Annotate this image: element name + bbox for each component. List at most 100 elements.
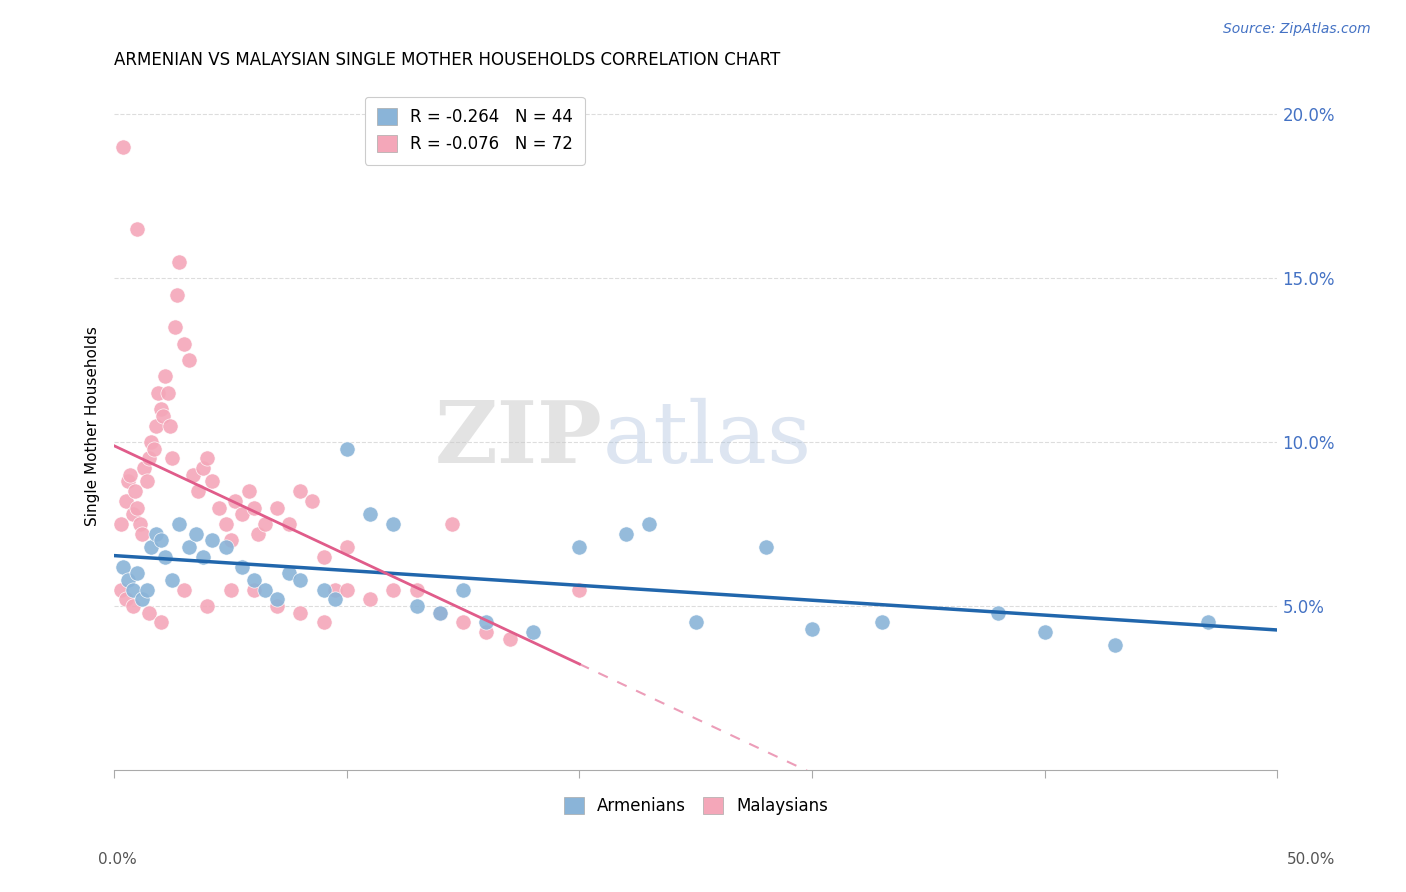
Point xyxy=(191,549,214,564)
Point xyxy=(148,385,170,400)
Point xyxy=(870,615,893,630)
Point xyxy=(131,527,153,541)
Point xyxy=(290,606,312,620)
Point xyxy=(128,517,150,532)
Text: ARMENIAN VS MALAYSIAN SINGLE MOTHER HOUSEHOLDS CORRELATION CHART: ARMENIAN VS MALAYSIAN SINGLE MOTHER HOUS… xyxy=(114,51,780,69)
Point xyxy=(138,606,160,620)
Point xyxy=(312,615,335,630)
Point xyxy=(242,573,264,587)
Y-axis label: Single Mother Households: Single Mother Households xyxy=(86,326,100,525)
Point xyxy=(195,451,218,466)
Point xyxy=(429,606,451,620)
Point xyxy=(215,540,238,554)
Point xyxy=(277,517,299,532)
Point xyxy=(987,606,1010,620)
Point xyxy=(191,461,214,475)
Point xyxy=(177,540,200,554)
Point xyxy=(114,592,136,607)
Point xyxy=(135,582,157,597)
Point xyxy=(159,418,181,433)
Point xyxy=(152,409,174,423)
Point xyxy=(121,582,143,597)
Point xyxy=(219,582,242,597)
Point xyxy=(112,140,135,154)
Point xyxy=(755,540,778,554)
Point xyxy=(266,592,288,607)
Point xyxy=(242,582,264,597)
Point xyxy=(110,582,132,597)
Point xyxy=(208,500,231,515)
Point xyxy=(499,632,522,646)
Point xyxy=(429,606,451,620)
Point xyxy=(336,582,359,597)
Point xyxy=(117,475,139,489)
Point xyxy=(266,500,288,515)
Point xyxy=(277,566,299,581)
Point xyxy=(247,527,270,541)
Point xyxy=(177,353,200,368)
Point xyxy=(127,566,149,581)
Point xyxy=(568,582,591,597)
Point xyxy=(145,527,167,541)
Point xyxy=(336,442,359,456)
Point xyxy=(138,451,160,466)
Text: 0.0%: 0.0% xyxy=(98,852,138,867)
Point xyxy=(451,582,474,597)
Point xyxy=(162,451,184,466)
Point xyxy=(117,573,139,587)
Point xyxy=(201,533,224,548)
Text: atlas: atlas xyxy=(603,398,811,481)
Point xyxy=(301,494,323,508)
Point xyxy=(110,517,132,532)
Point xyxy=(614,527,637,541)
Point xyxy=(1104,639,1126,653)
Point xyxy=(166,287,188,301)
Point xyxy=(312,549,335,564)
Point xyxy=(323,582,346,597)
Point xyxy=(405,582,427,597)
Point xyxy=(141,435,163,450)
Point xyxy=(215,517,238,532)
Point xyxy=(145,418,167,433)
Point xyxy=(124,484,146,499)
Point xyxy=(359,507,381,521)
Point xyxy=(801,622,824,636)
Text: ZIP: ZIP xyxy=(434,398,603,482)
Point xyxy=(405,599,427,613)
Point xyxy=(187,484,209,499)
Point xyxy=(238,484,260,499)
Text: 50.0%: 50.0% xyxy=(1288,852,1336,867)
Point xyxy=(638,517,661,532)
Point xyxy=(336,540,359,554)
Point xyxy=(184,527,207,541)
Point xyxy=(173,336,195,351)
Point xyxy=(181,467,204,482)
Point xyxy=(382,517,405,532)
Point xyxy=(219,533,242,548)
Point xyxy=(134,461,156,475)
Point xyxy=(149,402,172,417)
Point xyxy=(155,549,177,564)
Point xyxy=(120,467,142,482)
Point xyxy=(359,592,381,607)
Point xyxy=(162,573,184,587)
Point xyxy=(440,517,463,532)
Point xyxy=(1033,625,1056,640)
Point xyxy=(224,494,246,508)
Point xyxy=(1197,615,1219,630)
Point xyxy=(382,582,405,597)
Point xyxy=(290,573,312,587)
Point xyxy=(121,599,143,613)
Point xyxy=(141,540,163,554)
Point xyxy=(195,599,218,613)
Point xyxy=(231,507,253,521)
Point xyxy=(685,615,707,630)
Point xyxy=(451,615,474,630)
Point xyxy=(135,475,157,489)
Point xyxy=(149,533,172,548)
Point xyxy=(173,582,195,597)
Legend: Armenians, Malaysians: Armenians, Malaysians xyxy=(555,789,837,823)
Point xyxy=(121,507,143,521)
Point xyxy=(155,369,177,384)
Point xyxy=(131,592,153,607)
